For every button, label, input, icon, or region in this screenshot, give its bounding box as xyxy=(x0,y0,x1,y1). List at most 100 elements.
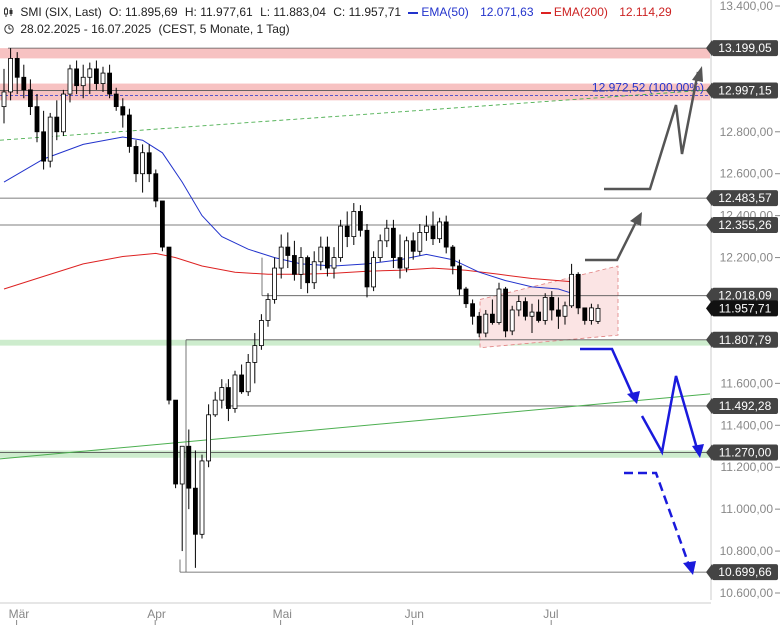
candle-body xyxy=(331,257,337,269)
time-tick-label: Mai xyxy=(273,607,292,621)
fib-label: 12.972,52 (100,00%) xyxy=(592,81,704,95)
time-tick-label: Mär xyxy=(9,607,30,621)
arrowhead-icon xyxy=(630,212,642,226)
candle-body xyxy=(159,200,165,248)
ema50-line xyxy=(3,136,572,294)
level-badge xyxy=(712,397,778,414)
candle-body xyxy=(470,303,476,317)
candle-body xyxy=(357,211,363,231)
candle-body xyxy=(113,93,119,108)
trendline-support xyxy=(0,393,711,460)
candle-body xyxy=(80,76,86,87)
zones-layer xyxy=(0,48,710,458)
level-badge-label: 12.997,15 xyxy=(718,83,772,97)
candle-body xyxy=(278,246,284,269)
time-tick-label: Jul xyxy=(543,607,558,621)
candle-body xyxy=(239,374,245,393)
badge-pointer xyxy=(706,40,712,57)
price-tick-label: 11.600,00 xyxy=(721,376,774,390)
level-badge xyxy=(712,82,778,99)
level-badge-label: 13.199,05 xyxy=(718,41,772,55)
chart-subheader: 28.02.2025 - 16.07.2025 (CEST, 5 Monate,… xyxy=(4,22,294,36)
candle-body xyxy=(450,246,456,267)
candle-body xyxy=(324,246,330,269)
price-axis: 13.400,0012.800,0012.600,0012.400,0012.2… xyxy=(706,0,780,600)
level-badge-label: 12.018,09 xyxy=(718,289,772,303)
candle-body xyxy=(516,301,522,311)
ema-layer xyxy=(3,136,572,294)
candle-body xyxy=(523,301,528,317)
candles-layer xyxy=(1,48,601,568)
candle-body xyxy=(390,227,396,258)
candle-body xyxy=(404,240,410,269)
time-tick-label: Jun xyxy=(405,607,424,621)
price-tick-label: 13.400,00 xyxy=(720,0,774,13)
candle-body xyxy=(54,116,60,133)
arrowhead-icon xyxy=(692,444,704,458)
candle-body xyxy=(344,225,350,238)
candle-body xyxy=(192,487,198,535)
ema50-legend: EMA(50) xyxy=(408,5,472,19)
level-badge xyxy=(712,287,778,304)
close-value: C: 11.957,71 xyxy=(333,5,402,19)
candle-body xyxy=(483,313,489,334)
resistance-zone xyxy=(0,83,710,101)
candlestick-icon xyxy=(4,7,13,17)
support-zone xyxy=(0,339,710,346)
level-badge-label: 12.355,26 xyxy=(718,218,772,232)
open-value: O: 11.895,69 xyxy=(109,5,178,19)
price-tick-label: 10.600,00 xyxy=(720,586,774,600)
arrowhead-icon xyxy=(692,66,703,82)
level-badge-label: 11.492,28 xyxy=(719,399,772,413)
candle-body xyxy=(74,68,79,87)
projection-arrows-layer xyxy=(580,66,704,575)
projection-arrow-down-1 xyxy=(580,347,636,399)
arrowhead-icon xyxy=(627,391,640,404)
candle-body xyxy=(318,246,324,263)
candle-body xyxy=(34,106,40,133)
candle-body xyxy=(417,232,423,252)
candle-body xyxy=(265,299,271,321)
candle-body xyxy=(377,240,383,258)
candle-body xyxy=(351,211,357,238)
candle-body xyxy=(562,305,568,317)
price-tick-label: 11.000,00 xyxy=(721,502,774,516)
candle-body xyxy=(410,240,416,252)
candle-body xyxy=(166,246,172,401)
badge-pointer xyxy=(706,331,712,348)
candle-body xyxy=(489,313,495,323)
candle-body xyxy=(430,225,436,240)
trendlines-layer xyxy=(0,89,711,460)
candle-body xyxy=(27,89,33,108)
candle-body xyxy=(476,315,482,334)
candle-body xyxy=(384,227,390,242)
candle-body xyxy=(206,414,212,462)
candle-body xyxy=(364,229,370,288)
candle-body xyxy=(529,311,535,317)
badge-pointer xyxy=(706,217,712,234)
candle-body xyxy=(503,288,509,332)
candle-body xyxy=(14,58,20,78)
time-axis: Mär Apr Mai Jun Jul xyxy=(0,602,711,625)
candle-body xyxy=(595,307,601,322)
projection-arrow-up-large xyxy=(604,71,700,191)
candle-body xyxy=(199,460,205,535)
projection-arrow-down-2 xyxy=(640,375,700,456)
candle-body xyxy=(21,76,27,91)
badge-pointer xyxy=(706,397,712,414)
candle-body xyxy=(212,399,218,416)
level-badge xyxy=(712,564,778,581)
badge-pointer xyxy=(706,190,712,207)
badge-pointer xyxy=(706,82,712,99)
candle-body xyxy=(87,68,93,78)
level-badge xyxy=(712,444,778,461)
chart-settings: (CEST, 5 Monate, 1 Tag) xyxy=(158,22,290,36)
candle-body xyxy=(463,288,469,305)
candle-body xyxy=(536,311,541,321)
candle-body xyxy=(258,320,264,347)
symbol-label: SMI (SIX, Last) xyxy=(20,5,102,19)
ema200-label: EMA(200) xyxy=(553,5,608,19)
candle-body xyxy=(61,93,66,133)
candle-body xyxy=(1,91,7,108)
